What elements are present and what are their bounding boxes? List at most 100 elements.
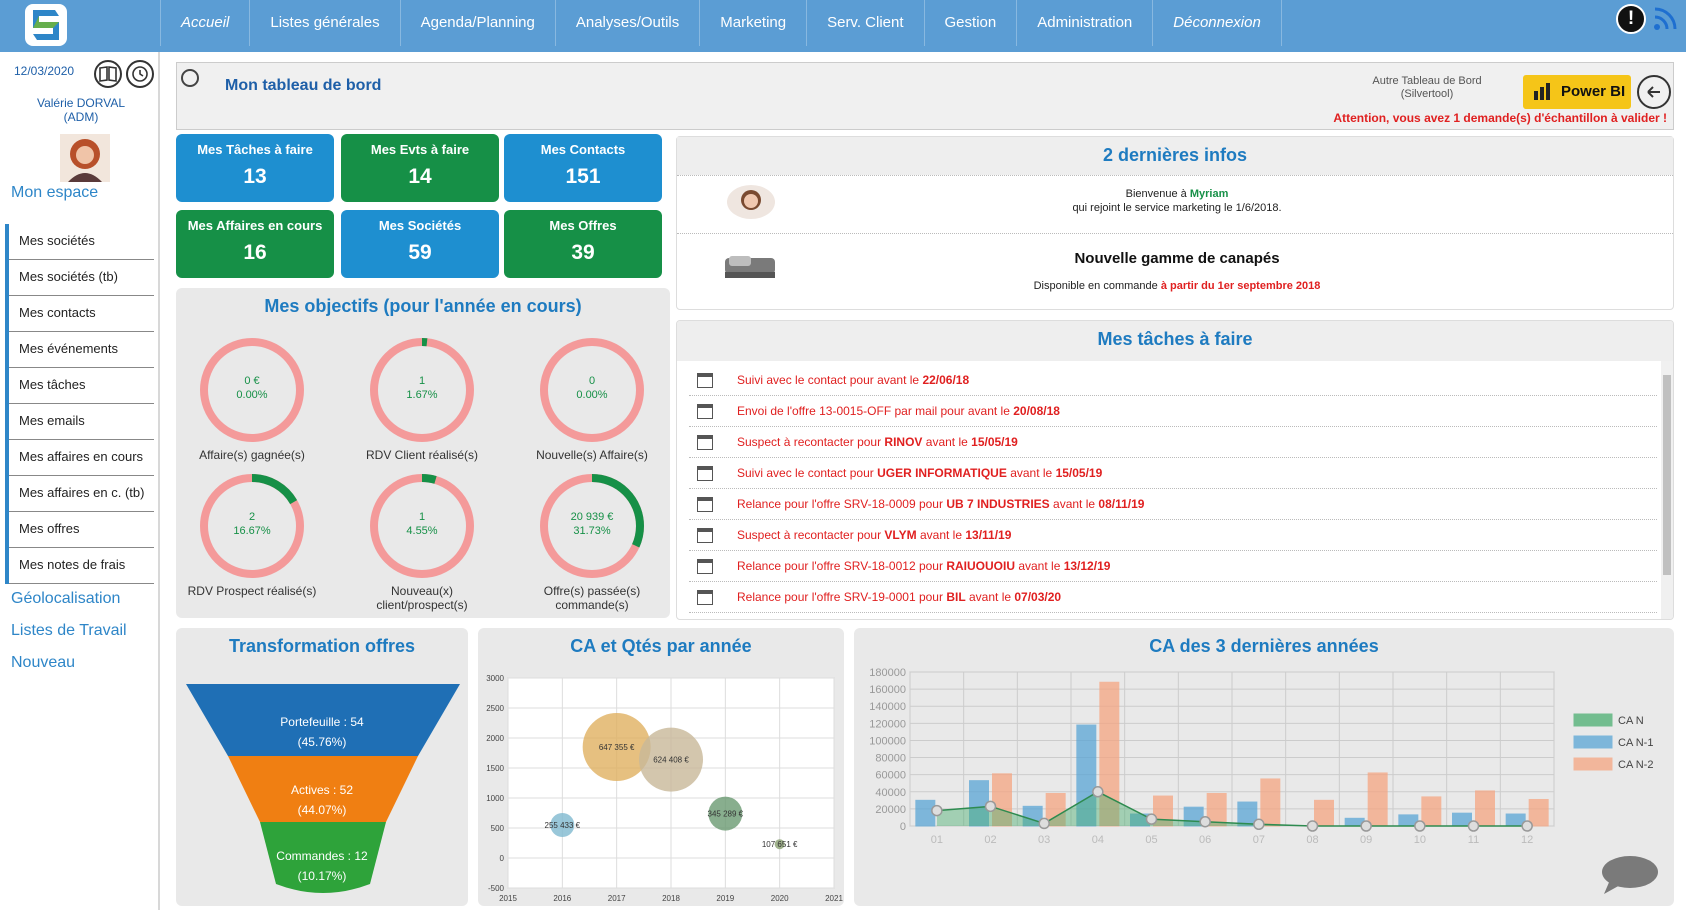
x-tick-label: 11 bbox=[1468, 834, 1479, 846]
compass-icon bbox=[181, 69, 199, 87]
section-mon-espace[interactable]: Mon espace bbox=[11, 184, 99, 201]
bar[interactable] bbox=[1099, 681, 1120, 827]
bar[interactable] bbox=[1475, 790, 1495, 827]
donut-ring bbox=[200, 474, 304, 578]
bar[interactable] bbox=[1314, 799, 1334, 827]
task-row[interactable]: Suivi avec le contact pour avant le 22/0… bbox=[689, 365, 1657, 396]
bar[interactable] bbox=[1045, 792, 1066, 827]
bubble[interactable] bbox=[582, 713, 651, 781]
task-row[interactable]: Relance pour l'offre SRV-18-0009 pour UB… bbox=[689, 489, 1657, 520]
objectif-pct: 4.55% bbox=[406, 525, 438, 537]
other-dashboard-link[interactable]: Autre Tableau de Bord (Silvertool) bbox=[1337, 75, 1517, 101]
tile-affaires[interactable]: Mes Affaires en cours 16 bbox=[176, 210, 334, 278]
section-geolocalisation[interactable]: Géolocalisation bbox=[11, 590, 121, 607]
powerbi-button[interactable]: Power BI bbox=[1523, 75, 1631, 109]
tile-taches[interactable]: Mes Tâches à faire 13 bbox=[176, 134, 334, 202]
nav-administration[interactable]: Administration bbox=[1016, 0, 1152, 46]
bar[interactable] bbox=[1528, 798, 1549, 827]
data-point[interactable] bbox=[1467, 820, 1480, 832]
tile-contacts[interactable]: Mes Contacts 151 bbox=[504, 134, 662, 202]
task-company: UB 7 INDUSTRIES bbox=[946, 497, 1050, 511]
data-point[interactable] bbox=[1092, 786, 1104, 798]
bar[interactable] bbox=[1421, 796, 1442, 827]
bubble[interactable] bbox=[708, 796, 743, 831]
app-logo[interactable] bbox=[25, 4, 67, 46]
bubble[interactable] bbox=[639, 727, 703, 792]
data-point[interactable] bbox=[931, 804, 943, 817]
sidebar-item-mes-taches[interactable]: Mes tâches bbox=[9, 368, 154, 404]
task-mid: avant le bbox=[916, 528, 966, 542]
taches-header bbox=[677, 321, 1673, 361]
data-point[interactable] bbox=[1414, 820, 1426, 832]
bar[interactable] bbox=[1367, 772, 1388, 827]
data-point[interactable] bbox=[1521, 820, 1533, 832]
nav-deconnexion[interactable]: Déconnexion bbox=[1152, 0, 1282, 46]
data-point[interactable] bbox=[1253, 818, 1265, 831]
data-point[interactable] bbox=[1360, 820, 1372, 832]
data-point[interactable] bbox=[1306, 820, 1319, 832]
sidebar-item-mes-notes-de-frais[interactable]: Mes notes de frais bbox=[9, 548, 154, 584]
tile-value: 16 bbox=[243, 241, 267, 264]
nav-serv-client[interactable]: Serv. Client bbox=[806, 0, 923, 46]
bar[interactable] bbox=[1260, 778, 1281, 827]
donut-progress bbox=[370, 474, 474, 578]
task-row[interactable]: Suivi avec le contact pour UGER INFORMAT… bbox=[689, 458, 1657, 489]
bar[interactable] bbox=[992, 773, 1012, 827]
sidebar-item-mes-affaires-tb[interactable]: Mes affaires en c. (tb) bbox=[9, 476, 154, 512]
history-icon[interactable] bbox=[126, 60, 154, 88]
funnel-pct: (44.07%) bbox=[297, 803, 347, 817]
bar[interactable] bbox=[1153, 795, 1173, 827]
nav-marketing[interactable]: Marketing bbox=[699, 0, 806, 46]
sidebar-item-mes-emails[interactable]: Mes emails bbox=[9, 404, 154, 440]
task-row[interactable]: Envoi de l'offre 13-0015-OFF par mail po… bbox=[689, 396, 1657, 427]
alert-icon[interactable]: ! bbox=[1616, 4, 1646, 34]
section-listes-de-travail[interactable]: Listes de Travail bbox=[11, 622, 127, 639]
x-tick-label: 2018 bbox=[662, 894, 680, 903]
sidebar-item-mes-affaires[interactable]: Mes affaires en cours bbox=[9, 440, 154, 476]
book-icon[interactable] bbox=[94, 60, 122, 88]
task-mid: avant le bbox=[1049, 497, 1099, 511]
data-point[interactable] bbox=[1038, 817, 1050, 830]
data-point[interactable] bbox=[984, 800, 997, 813]
sidebar-item-mes-societes-tb[interactable]: Mes sociétés (tb) bbox=[9, 260, 154, 296]
rss-icon[interactable] bbox=[1652, 6, 1678, 32]
nav-gestion[interactable]: Gestion bbox=[923, 0, 1017, 46]
sidebar-item-mes-offres[interactable]: Mes offres bbox=[9, 512, 154, 548]
task-mid: avant le bbox=[922, 435, 972, 449]
bar[interactable] bbox=[1237, 801, 1258, 827]
bar[interactable] bbox=[1206, 792, 1227, 827]
nav-accueil[interactable]: Accueil bbox=[160, 0, 249, 46]
donut-ring bbox=[540, 338, 644, 442]
scrollbar-thumb[interactable] bbox=[1663, 375, 1671, 575]
task-row[interactable]: Suspect à recontacter pour VLYM avant le… bbox=[689, 520, 1657, 551]
bubble[interactable] bbox=[774, 839, 785, 850]
tile-societes[interactable]: Mes Sociétés 59 bbox=[341, 210, 499, 278]
nav-agenda-planning[interactable]: Agenda/Planning bbox=[399, 0, 555, 46]
chat-icon[interactable] bbox=[1598, 854, 1660, 898]
taches-scrollbar[interactable] bbox=[1661, 361, 1673, 619]
info-item[interactable]: Nouvelle gamme de canapés Disponible en … bbox=[677, 233, 1673, 309]
info-item[interactable]: Bienvenue à Myriam qui rejoint le servic… bbox=[677, 175, 1673, 231]
funnel-panel: Transformation offres Portefeuille : 54 … bbox=[176, 628, 468, 906]
info-sofa-date: à partir du 1er septembre 2018 bbox=[1160, 280, 1321, 292]
sidebar-item-mes-societes[interactable]: Mes sociétés bbox=[9, 224, 154, 260]
back-icon[interactable] bbox=[1637, 75, 1671, 109]
bubble[interactable] bbox=[550, 813, 575, 837]
objectif-label: Nouveau(x) client/prospect(s) bbox=[376, 584, 468, 612]
task-row[interactable]: Suspect à recontacter pour RINOV avant l… bbox=[689, 427, 1657, 458]
y-tick-label: -500 bbox=[488, 884, 505, 893]
data-point[interactable] bbox=[1145, 813, 1158, 825]
task-row[interactable]: Relance pour l'offre SRV-19-0001 pour BI… bbox=[689, 582, 1657, 613]
warning-message[interactable]: Attention, vous avez 1 demande(s) d'écha… bbox=[1333, 111, 1667, 125]
section-nouveau[interactable]: Nouveau bbox=[11, 654, 76, 671]
tile-offres[interactable]: Mes Offres 39 bbox=[504, 210, 662, 278]
nav-analyses-outils[interactable]: Analyses/Outils bbox=[554, 0, 699, 46]
task-pre: Envoi de l'offre 13-0015-OFF par mail po… bbox=[737, 404, 1014, 418]
task-row[interactable]: Relance pour l'offre SRV-18-0012 pour RA… bbox=[689, 551, 1657, 582]
data-point[interactable] bbox=[1199, 815, 1211, 828]
donut-progress bbox=[540, 474, 644, 578]
sidebar-item-mes-contacts[interactable]: Mes contacts bbox=[9, 296, 154, 332]
sidebar-item-mes-evenements[interactable]: Mes événements bbox=[9, 332, 154, 368]
nav-listes-generales[interactable]: Listes générales bbox=[249, 0, 399, 46]
tile-evts[interactable]: Mes Evts à faire 14 bbox=[341, 134, 499, 202]
